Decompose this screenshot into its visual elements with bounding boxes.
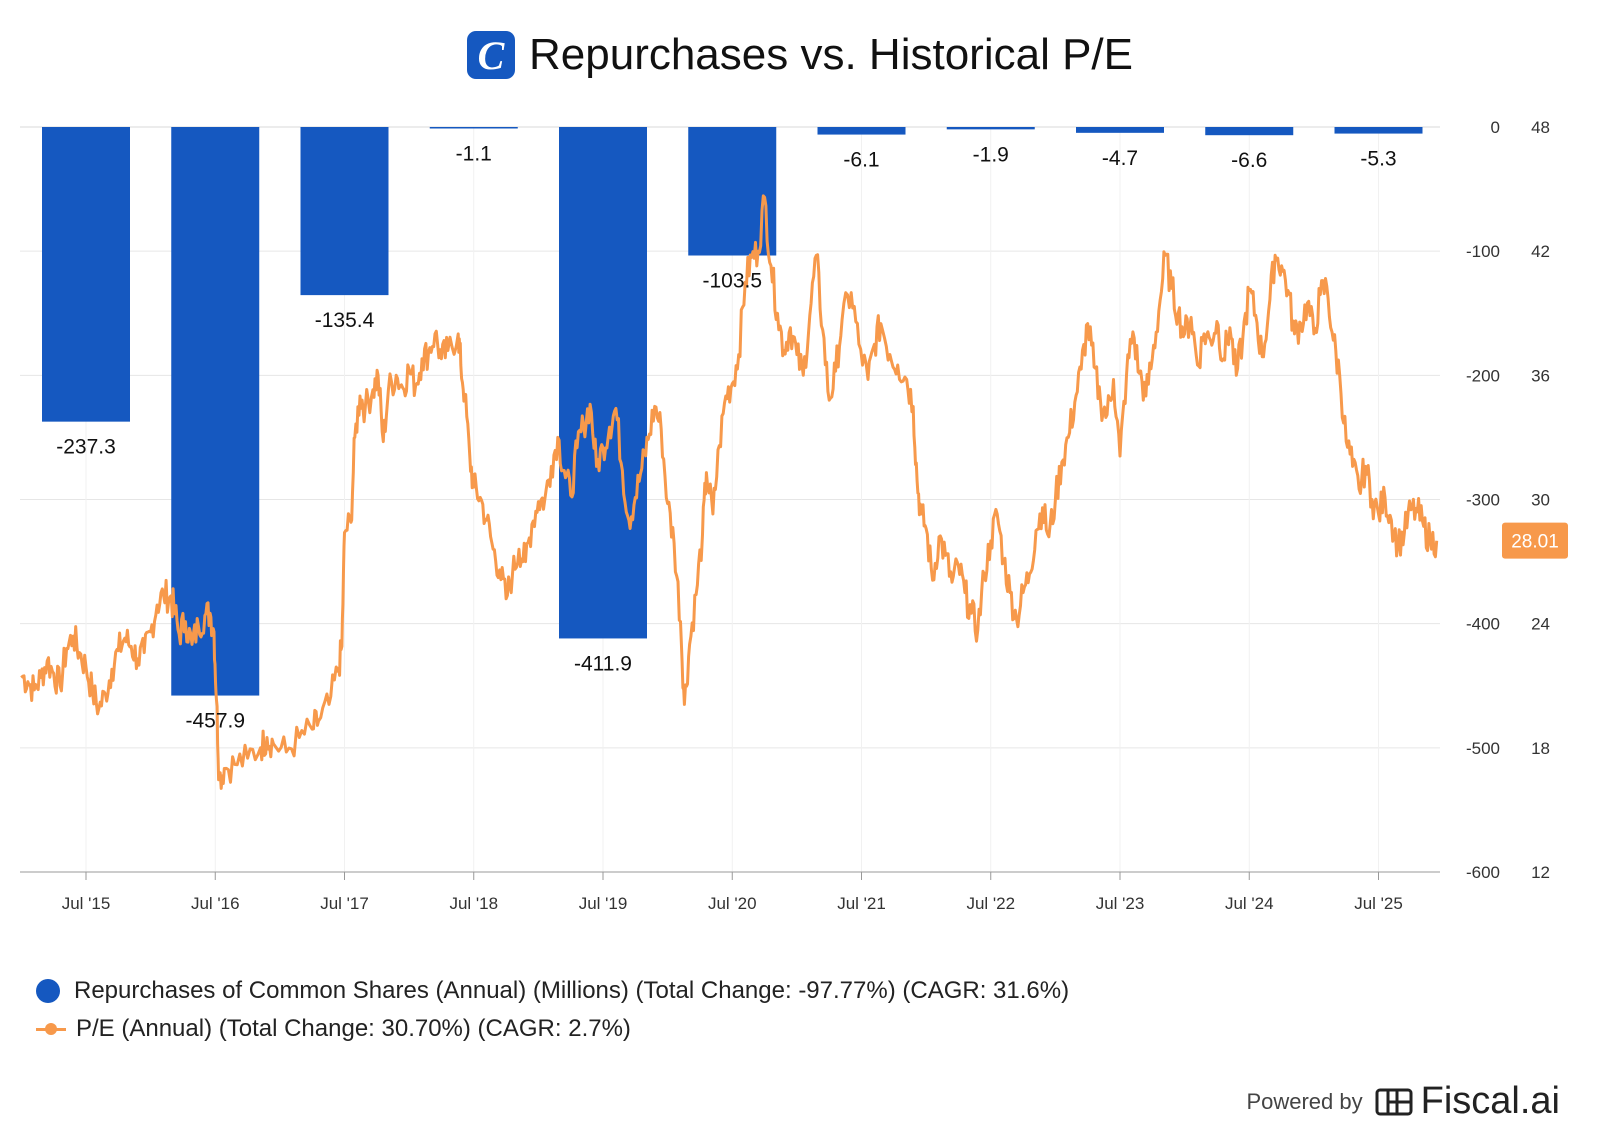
fiscal-ai-logo-icon bbox=[1375, 1088, 1413, 1115]
x-axis-tick-label: Jul '23 bbox=[1096, 894, 1145, 913]
right-axis-tick-label: 36 bbox=[1531, 366, 1550, 385]
x-axis-tick-label: Jul '17 bbox=[320, 894, 369, 913]
repurchase-bar bbox=[559, 127, 647, 639]
bar-value-label: -103.5 bbox=[702, 270, 762, 293]
pe-line bbox=[20, 194, 1439, 790]
left-axis-tick-label: -400 bbox=[1466, 615, 1500, 634]
repurchase-bar bbox=[1076, 127, 1164, 133]
company-logo-icon: C bbox=[467, 31, 515, 79]
bar-value-label: -6.1 bbox=[843, 149, 879, 172]
right-axis-tick-label: 30 bbox=[1531, 491, 1550, 510]
brand-name: Fiscal.ai bbox=[1420, 1080, 1560, 1122]
left-axis-tick-label: 0 bbox=[1491, 118, 1500, 137]
legend-line-marker-icon bbox=[36, 1017, 66, 1041]
right-axis-tick-label: 42 bbox=[1531, 242, 1550, 261]
bar-value-label: -237.3 bbox=[56, 436, 116, 459]
x-axis-tick-label: Jul '22 bbox=[966, 894, 1015, 913]
x-axis-tick-label: Jul '20 bbox=[708, 894, 757, 913]
bar-value-label: -411.9 bbox=[574, 652, 632, 675]
x-axis-tick-label: Jul '25 bbox=[1354, 894, 1403, 913]
axes: 0 -100 -200 -300 -400 -500 -600 48 42 36 30 24 18 12 J… bbox=[20, 118, 1568, 913]
line-series bbox=[20, 194, 1439, 790]
repurchase-bar bbox=[300, 127, 389, 296]
footer-branding: Powered by Fiscal.ai bbox=[1246, 1080, 1560, 1123]
repurchase-bar bbox=[688, 127, 777, 256]
left-axis-tick-label: -300 bbox=[1466, 491, 1500, 510]
repurchase-bar bbox=[429, 127, 518, 129]
bar-value-label: -4.7 bbox=[1102, 147, 1138, 170]
bar-labels: -237.3 -457.9 -135.4 -1.1 -411.9 -103.5 -6.1 -1… bbox=[56, 142, 1396, 732]
pe-last-value-label: 28.01 bbox=[1511, 532, 1559, 553]
legend-item-pe[interactable]: P/E (Annual) (Total Change: 30.70%) (CAG… bbox=[36, 1010, 1069, 1048]
repurchase-bar bbox=[171, 127, 260, 696]
x-axis-tick-label: Jul '21 bbox=[837, 894, 886, 913]
x-axis-tick-label: Jul '19 bbox=[579, 894, 628, 913]
left-axis-tick-label: -200 bbox=[1466, 366, 1500, 385]
legend-bars-label: Repurchases of Common Shares (Annual) (M… bbox=[74, 977, 1070, 1004]
right-axis-tick-label: 24 bbox=[1531, 615, 1550, 634]
bar-value-label: -5.3 bbox=[1360, 148, 1396, 171]
powered-by-text: Powered by bbox=[1246, 1088, 1363, 1114]
x-axis-tick-label: Jul '24 bbox=[1225, 894, 1274, 913]
chart-header: C Repurchases vs. Historical P/E bbox=[0, 30, 1600, 80]
right-axis-tick-label: 48 bbox=[1531, 118, 1550, 137]
pe-last-value-badge bbox=[1502, 522, 1568, 559]
bar-value-label: -1.9 bbox=[973, 143, 1009, 166]
legend-bar-dot-icon bbox=[36, 979, 60, 1003]
left-axis-tick-label: -500 bbox=[1466, 739, 1500, 758]
repurchase-bar bbox=[817, 127, 906, 135]
bar-value-label: -6.6 bbox=[1231, 149, 1267, 172]
bar-value-label: -457.9 bbox=[185, 710, 245, 733]
right-axis-tick-label: 18 bbox=[1531, 739, 1550, 758]
x-axis-tick-label: Jul '15 bbox=[62, 894, 111, 913]
repurchase-bar bbox=[1205, 127, 1294, 136]
x-axis-tick-label: Jul '18 bbox=[449, 894, 498, 913]
legend-item-repurchases[interactable]: Repurchases of Common Shares (Annual) (M… bbox=[36, 972, 1069, 1010]
chart-title: Repurchases vs. Historical P/E bbox=[529, 30, 1133, 79]
repurchase-bar bbox=[1334, 127, 1423, 134]
repurchase-bar bbox=[42, 127, 130, 422]
left-axis-tick-label: -600 bbox=[1466, 863, 1500, 882]
bar-value-label: -1.1 bbox=[456, 142, 492, 165]
right-axis-tick-label: 12 bbox=[1531, 863, 1550, 882]
legend: Repurchases of Common Shares (Annual) (M… bbox=[36, 972, 1069, 1048]
repurchase-bar bbox=[946, 127, 1035, 130]
bar-value-label: -135.4 bbox=[315, 309, 375, 332]
bar-series bbox=[42, 127, 1423, 696]
left-axis-tick-label: -100 bbox=[1466, 242, 1500, 261]
x-axis-tick-label: Jul '16 bbox=[191, 894, 240, 913]
legend-line-label: P/E (Annual) (Total Change: 30.70%) (CAG… bbox=[76, 1015, 631, 1042]
